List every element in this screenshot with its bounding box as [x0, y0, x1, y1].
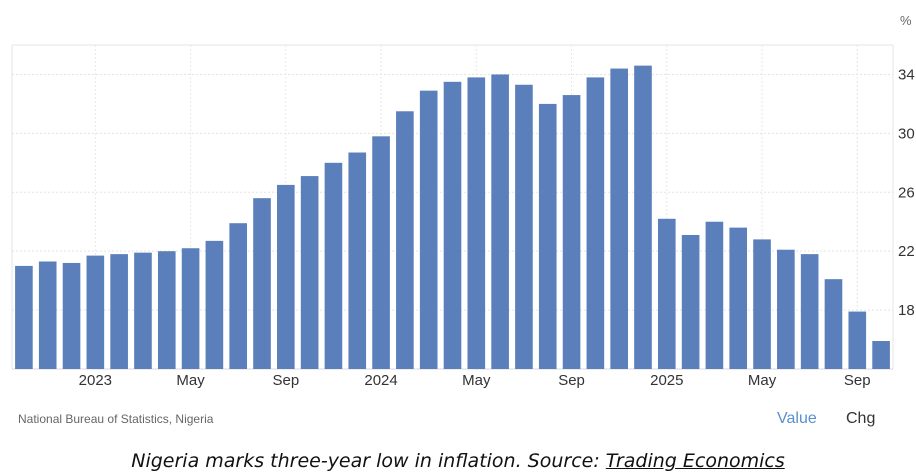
inflation-bar-chart: 18 22 26 30 34 2023 May Sep 2024 May Sep 2025 May Se… [11, 13, 915, 389]
y-tick-label: 26 [898, 184, 915, 201]
bar [729, 227, 748, 369]
bar [491, 74, 509, 370]
bar [15, 265, 33, 369]
y-axis-ticks: 18 22 26 30 34 [898, 66, 915, 319]
bar [777, 249, 795, 369]
y-unit-label: % [900, 13, 912, 28]
bar [538, 103, 557, 369]
bar [753, 239, 771, 369]
bars [15, 65, 890, 370]
x-tick-label: 2024 [364, 372, 397, 389]
source-label: National Bureau of Statistics, Nigeria [18, 412, 214, 426]
x-tick-label: May [748, 372, 777, 389]
bar [134, 252, 152, 369]
caption: Nigeria marks three-year low in inflatio… [0, 450, 916, 472]
bar [443, 81, 462, 370]
bar [562, 95, 581, 369]
bar [372, 136, 390, 369]
x-tick-label: Sep [272, 372, 299, 389]
bar [62, 262, 81, 369]
bar [419, 90, 438, 370]
x-tick-label: May [176, 372, 205, 389]
x-tick-label: 2025 [650, 372, 683, 389]
bar [705, 221, 724, 369]
bar [253, 198, 271, 369]
value-toggle-button[interactable]: Value [777, 410, 817, 427]
bar [872, 341, 890, 369]
bar [205, 240, 224, 369]
bar [229, 223, 248, 369]
bar [515, 84, 533, 369]
y-tick-label: 18 [898, 302, 915, 319]
bar [634, 65, 652, 370]
bar [110, 254, 128, 369]
bar [348, 152, 367, 369]
bar [38, 261, 57, 369]
x-axis-ticks: 2023 May Sep 2024 May Sep 2025 May Sep [79, 372, 871, 389]
trading-economics-link[interactable]: Trading Economics [605, 450, 785, 472]
bar [396, 111, 414, 369]
bar [824, 279, 843, 369]
y-tick-label: 34 [898, 66, 915, 83]
bar [300, 176, 319, 369]
bar [586, 77, 605, 370]
bar [277, 184, 295, 369]
bar [86, 255, 105, 369]
x-tick-label: Sep [558, 372, 585, 389]
bar [157, 251, 176, 369]
bar [610, 68, 628, 370]
bar [800, 254, 819, 369]
bar [467, 77, 486, 370]
y-tick-label: 30 [898, 125, 915, 142]
bar [848, 311, 867, 369]
x-tick-label: May [462, 372, 491, 389]
change-toggle-button[interactable]: Chg [846, 410, 876, 427]
caption-text: Nigeria marks three-year low in inflatio… [131, 450, 606, 472]
x-tick-label: Sep [844, 372, 871, 389]
bar [681, 234, 700, 369]
bar [181, 248, 200, 369]
bar [324, 162, 343, 369]
y-tick-label: 22 [898, 243, 915, 260]
bar [657, 218, 676, 369]
x-tick-label: 2023 [79, 372, 112, 389]
